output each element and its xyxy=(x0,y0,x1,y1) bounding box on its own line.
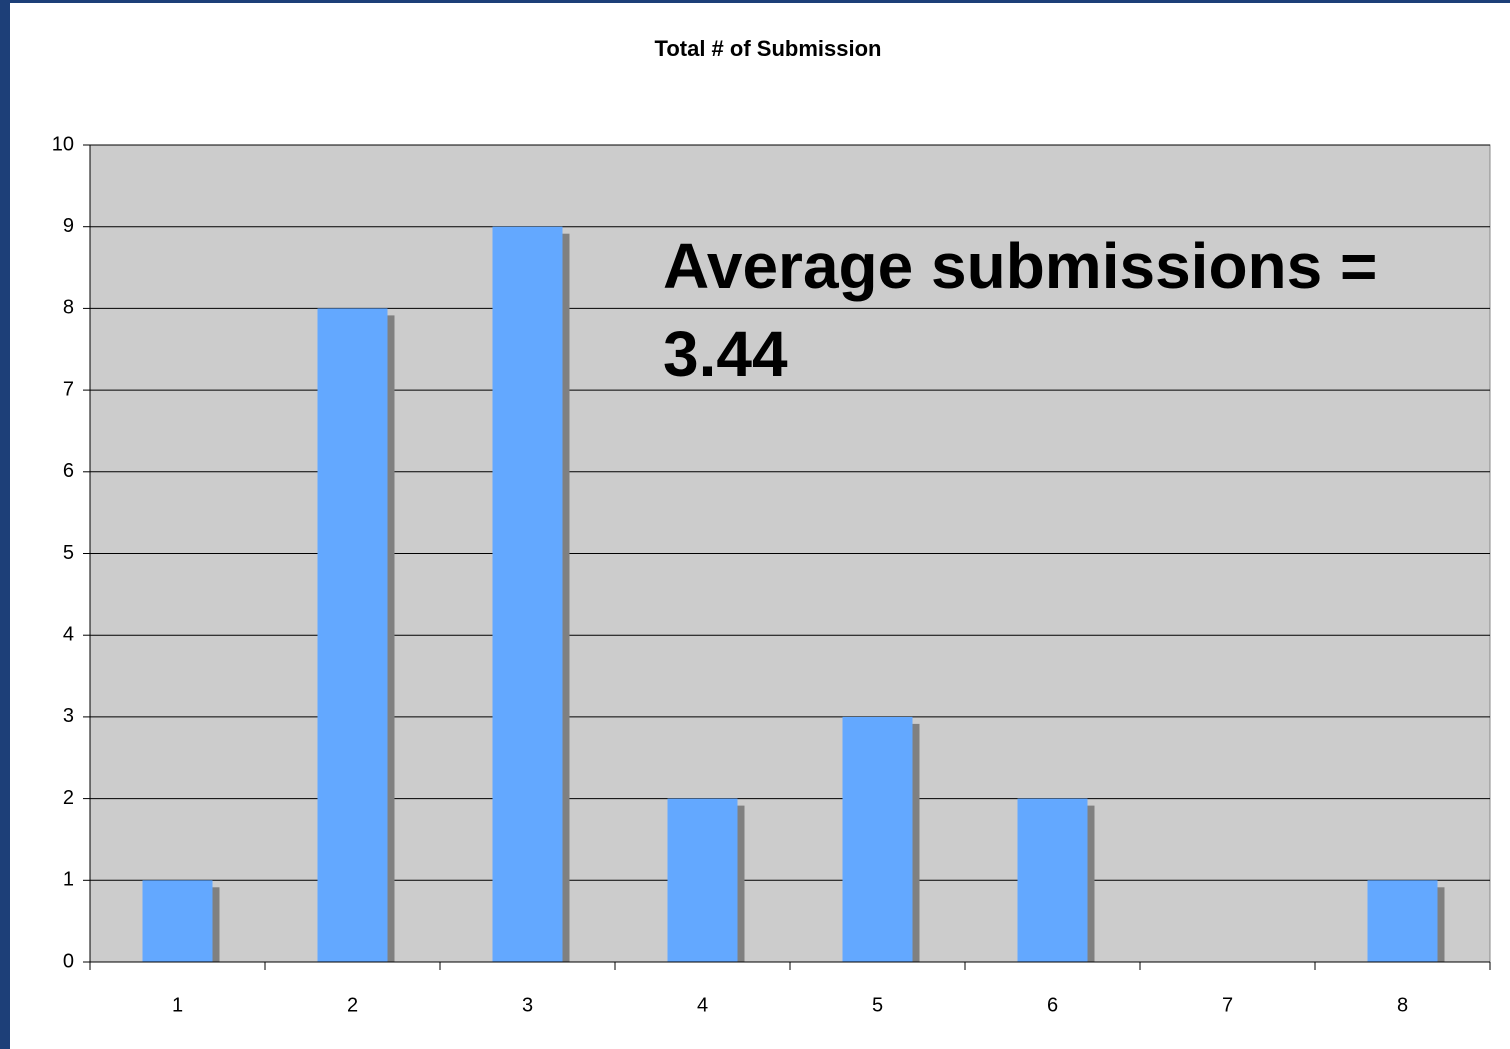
frame-left xyxy=(0,0,10,1049)
bar xyxy=(1367,880,1438,962)
y-tick-label: 3 xyxy=(63,705,74,727)
y-tick-label: 5 xyxy=(63,542,74,564)
y-tick-label: 6 xyxy=(63,460,74,482)
x-tick-label: 7 xyxy=(1222,994,1233,1016)
frame-top xyxy=(0,0,1510,3)
y-tick-label: 0 xyxy=(63,950,74,972)
x-tick-label: 4 xyxy=(697,994,708,1016)
annotation: Average submissions = 3.44 xyxy=(663,230,1378,390)
y-tick-label: 8 xyxy=(63,297,74,319)
y-tick-label: 4 xyxy=(63,623,74,645)
bar xyxy=(317,308,388,962)
y-tick-label: 2 xyxy=(63,787,74,809)
bar xyxy=(667,798,738,962)
bar xyxy=(142,880,213,962)
chart-title: Total # of Submission xyxy=(655,36,882,61)
x-tick-label: 3 xyxy=(522,994,533,1016)
y-tick-label: 10 xyxy=(52,133,74,155)
y-tick-label: 1 xyxy=(63,869,74,891)
x-tick-label: 6 xyxy=(1047,994,1058,1016)
y-tick-label: 7 xyxy=(63,378,74,400)
x-tick-label: 5 xyxy=(872,994,883,1016)
bar xyxy=(492,226,563,962)
y-tick-label: 9 xyxy=(63,215,74,237)
bar xyxy=(842,716,913,962)
x-tick-label: 1 xyxy=(172,994,183,1016)
bar xyxy=(1017,798,1088,962)
x-tick-label: 8 xyxy=(1397,994,1408,1016)
x-tick-label: 2 xyxy=(347,994,358,1016)
